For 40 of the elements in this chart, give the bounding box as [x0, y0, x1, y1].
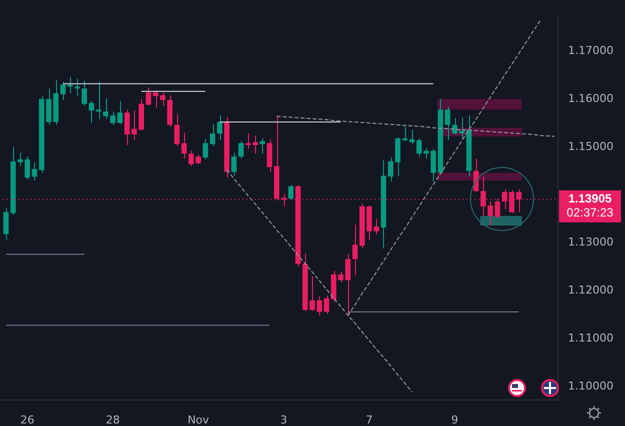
candlestick — [266, 138, 272, 172]
candlestick — [82, 80, 88, 106]
x-tick-label: 9 — [451, 413, 458, 426]
candlestick — [444, 106, 450, 141]
candlestick — [3, 208, 9, 240]
x-tick-label: 3 — [280, 413, 288, 426]
x-tick-label: 26 — [20, 413, 34, 426]
candlestick — [202, 138, 208, 160]
ref-line-label: 1.13905 — [568, 192, 612, 206]
y-tick-label: 1.16000 — [568, 92, 614, 105]
y-tick-label: 1.10000 — [568, 379, 614, 392]
candlestick — [217, 114, 222, 141]
candlestick — [96, 81, 102, 120]
candlestick — [32, 162, 38, 182]
candlestick — [181, 132, 187, 159]
candlestick — [352, 224, 358, 276]
y-tick-label: 1.12000 — [568, 284, 614, 297]
candlestick — [88, 100, 94, 124]
x-tick-label: 28 — [106, 413, 120, 426]
candlestick — [473, 158, 479, 193]
candlestick — [260, 138, 266, 154]
y-tick-label: 1.15000 — [568, 140, 614, 153]
candlestick — [117, 100, 123, 124]
y-tick-label: 1.11000 — [568, 332, 614, 345]
x-tick-label: Nov — [188, 413, 210, 426]
candlestick — [74, 78, 80, 97]
candlestick — [324, 295, 330, 314]
y-tick-label: 1.17000 — [568, 44, 614, 57]
y-tick-label: 1.13000 — [568, 236, 614, 249]
candlestick — [238, 140, 244, 159]
candlestick — [231, 152, 237, 176]
candlestick — [174, 114, 180, 146]
candlestick — [146, 87, 152, 106]
candlestick — [160, 92, 166, 106]
candlestick — [60, 81, 66, 100]
x-tick-label: 7 — [366, 413, 373, 426]
text: 02:37:23 — [566, 206, 614, 220]
candlestick — [67, 76, 73, 94]
candlestick — [288, 184, 294, 200]
candlestick — [210, 123, 216, 146]
